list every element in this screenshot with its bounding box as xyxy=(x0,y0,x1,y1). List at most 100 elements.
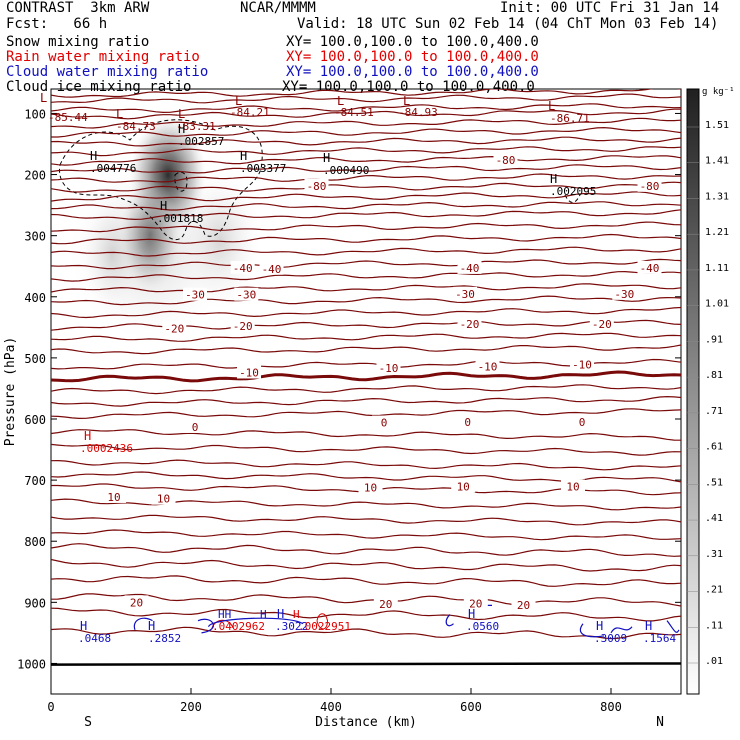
extremum-value: .1564 xyxy=(643,632,676,645)
model-title: CONTRAST 3km ARW xyxy=(6,0,150,16)
colorbar-label: 1.01 xyxy=(705,299,729,310)
contour-label-bg xyxy=(230,318,255,332)
y-tick-label: 200 xyxy=(24,169,46,183)
contour-label-bg xyxy=(151,491,176,505)
isotherm xyxy=(51,593,681,607)
contour-label-bg xyxy=(457,317,482,331)
isotherm-zero xyxy=(51,370,681,383)
isotherm xyxy=(51,246,681,257)
extremum-letter: L xyxy=(40,91,47,105)
plot-frame xyxy=(50,88,682,695)
isotherm xyxy=(51,529,681,541)
extremum-letter: L xyxy=(403,94,410,108)
extremum-letter: H xyxy=(277,607,284,621)
contour-label: -20 xyxy=(164,322,184,335)
contour-label: 10 xyxy=(364,481,377,494)
isotherm xyxy=(51,173,681,183)
contour-label-bg xyxy=(304,178,329,192)
field-xy-snow: XY= 100.0,100.0 to 100.0,400.0 xyxy=(286,34,539,50)
extremum-letter: H xyxy=(596,619,603,633)
overlap-label: .0022951 xyxy=(298,620,351,633)
extremum-value: .002857 xyxy=(178,135,224,148)
contour-label: 10 xyxy=(107,491,120,504)
contour-label: 10 xyxy=(157,493,170,506)
colorbar-label: 1.31 xyxy=(705,191,729,202)
extremum-value: .0002436 xyxy=(80,442,133,455)
isotherm xyxy=(51,93,681,104)
contour-label: -30 xyxy=(614,288,634,301)
contour-label: -10 xyxy=(379,362,399,375)
contour-label: 0 xyxy=(381,417,388,430)
isotherm xyxy=(51,126,681,138)
colorbar-label: .11 xyxy=(705,620,723,631)
isotherm xyxy=(51,155,681,166)
isotherm xyxy=(51,221,681,233)
colorbar-label: .61 xyxy=(705,442,723,453)
cloud-water-contour xyxy=(666,620,680,633)
contour-label-bg xyxy=(570,357,594,371)
extremum-letter: L xyxy=(178,107,185,121)
isotherm xyxy=(51,164,681,174)
contour-label: -40 xyxy=(640,262,660,275)
contour-label: -80 xyxy=(496,154,516,167)
isotherm xyxy=(51,201,681,211)
isotherm xyxy=(51,543,681,557)
colorbar-label: .81 xyxy=(705,370,723,381)
extremum-letter: H xyxy=(84,429,91,443)
center-label: NCAR/MMMM xyxy=(240,0,316,16)
extremum-letter: H xyxy=(323,151,330,165)
contour-label: -20 xyxy=(233,320,253,333)
field-xy-cloud-water: XY= 100.0,100.0 to 100.0,400.0 xyxy=(286,64,539,80)
isotherm xyxy=(51,471,681,483)
extremum-letter: H xyxy=(468,607,475,621)
contour-label: 0 xyxy=(579,416,586,429)
extremum-letter: L xyxy=(548,99,555,113)
contour-label-bg xyxy=(358,480,383,494)
contour-label: 20 xyxy=(130,596,143,609)
contour-label-bg xyxy=(234,287,259,301)
contour-label-bg xyxy=(589,317,614,331)
x-tick-label: 200 xyxy=(180,700,202,714)
cloud-water-contour xyxy=(133,617,153,631)
isotherm xyxy=(51,117,681,129)
extremum-value: -84.51 xyxy=(334,106,374,119)
contour-label-bg xyxy=(612,286,637,300)
contour-label-bg xyxy=(230,260,255,274)
contour-label: 20 xyxy=(517,599,530,612)
field-label-cloud-ice: Cloud ice mixing ratio xyxy=(6,79,192,95)
isotherm xyxy=(51,283,681,293)
contour-label: -40 xyxy=(262,263,282,276)
field-label-snow: Snow mixing ratio xyxy=(6,34,150,50)
isotherm xyxy=(51,443,681,456)
colorbar-ramp xyxy=(686,88,700,695)
isotherm xyxy=(51,344,681,355)
y-tick-label: 300 xyxy=(24,230,46,244)
isotherm xyxy=(51,332,681,342)
colorbar-label: 1.21 xyxy=(705,227,729,238)
contour-label: -10 xyxy=(478,360,498,373)
extremum-value: .001818 xyxy=(157,212,203,225)
isotherm xyxy=(51,233,681,245)
extremum-letter: H xyxy=(80,619,87,633)
colorbar-label: .31 xyxy=(705,549,723,560)
extremum-value: -83.31 xyxy=(176,120,216,133)
overlap-label: H xyxy=(260,608,267,621)
y-tick-label: 1000 xyxy=(17,657,46,671)
contour-label: 20 xyxy=(469,597,482,610)
extremum-value: .004776 xyxy=(90,162,136,175)
contour-label: 10 xyxy=(566,481,579,494)
contour-label: 10 xyxy=(457,481,470,494)
contour-label-bg xyxy=(237,365,261,379)
field-label-rain: Rain water mixing ratio xyxy=(6,49,200,65)
y-axis-title: Pressure (hPa) xyxy=(3,337,18,447)
extremum-letter: H xyxy=(178,122,185,136)
isotherm xyxy=(51,270,681,282)
isotherm xyxy=(51,209,681,221)
isotherm xyxy=(51,295,681,306)
contour-label-bg xyxy=(561,479,585,493)
extremum-value: .000490 xyxy=(323,164,369,177)
colorbar-label: .21 xyxy=(705,585,723,596)
isotherm xyxy=(51,498,681,511)
field-label-cloud-water: Cloud water mixing ratio xyxy=(6,64,209,80)
